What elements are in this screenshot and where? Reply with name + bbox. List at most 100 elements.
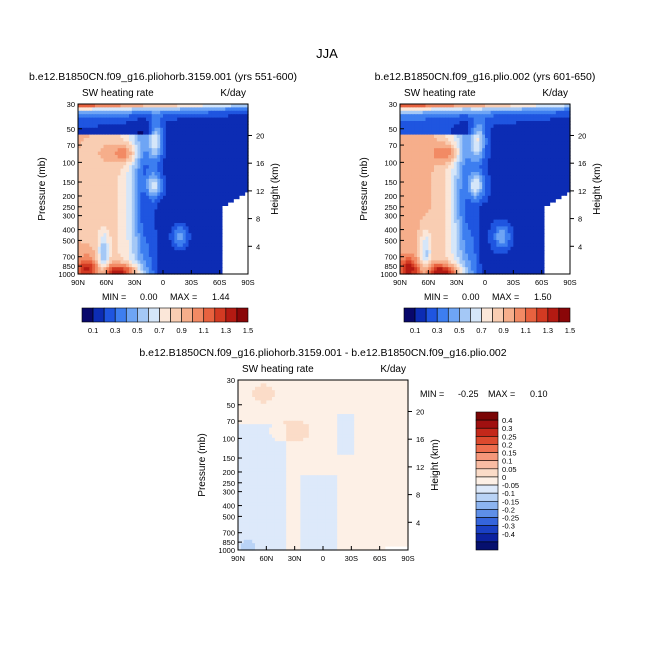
heatmap-cell bbox=[487, 124, 492, 129]
heatmap-cell bbox=[533, 121, 537, 125]
heatmap-cell bbox=[451, 202, 455, 207]
heatmap-cell bbox=[233, 158, 238, 163]
heatmap-cell bbox=[555, 178, 560, 183]
heatmap-cell bbox=[538, 155, 543, 159]
heatmap-cell bbox=[148, 206, 153, 210]
heatmap-cell bbox=[95, 148, 99, 153]
heatmap-cell bbox=[411, 168, 415, 173]
heatmap-cell bbox=[205, 209, 209, 214]
heatmap-cell bbox=[208, 246, 212, 251]
heatmap-cell bbox=[239, 144, 243, 149]
heatmap-cell bbox=[493, 107, 497, 112]
heatmap-cell bbox=[100, 229, 105, 234]
heatmap-cell bbox=[499, 127, 503, 132]
heatmap-cell bbox=[439, 172, 444, 176]
heatmap-cell bbox=[533, 206, 537, 210]
heatmap-cell bbox=[214, 250, 218, 255]
heatmap-cell bbox=[157, 263, 161, 268]
heatmap-cell bbox=[493, 209, 497, 214]
heatmap-cell bbox=[112, 127, 116, 132]
heatmap-cell bbox=[80, 104, 85, 108]
heatmap-cell bbox=[245, 144, 249, 149]
heatmap-cell bbox=[123, 260, 127, 265]
heatmap-cell bbox=[151, 223, 156, 227]
heatmap-cell bbox=[197, 195, 201, 200]
heatmap-cell bbox=[95, 223, 99, 227]
heatmap-cell bbox=[216, 223, 221, 227]
heatmap-cell bbox=[86, 260, 90, 265]
heatmap-cell bbox=[106, 212, 110, 217]
heatmap-cell bbox=[151, 260, 156, 265]
heatmap-cell bbox=[538, 144, 543, 149]
heatmap-cell bbox=[80, 192, 85, 197]
heatmap-cell bbox=[487, 117, 492, 122]
heatmap-cell bbox=[123, 172, 127, 176]
heatmap-cell bbox=[219, 134, 224, 139]
heatmap-cell bbox=[97, 138, 102, 142]
heatmap-cell bbox=[245, 151, 249, 156]
heatmap-cell bbox=[143, 165, 147, 170]
heatmap-cell bbox=[103, 216, 107, 221]
heatmap-cell bbox=[431, 107, 435, 112]
heatmap-cell bbox=[100, 175, 105, 180]
heatmap-cell bbox=[445, 185, 449, 190]
heatmap-cell bbox=[408, 104, 412, 108]
heatmap-cell bbox=[555, 144, 560, 149]
heatmap-cell bbox=[400, 168, 404, 173]
heatmap-cell bbox=[80, 250, 85, 255]
heatmap-cell bbox=[134, 250, 139, 255]
heatmap-cell bbox=[485, 172, 489, 176]
heatmap-cell bbox=[411, 182, 415, 187]
heatmap-cell bbox=[233, 114, 238, 119]
heatmap-cell bbox=[100, 182, 105, 187]
heatmap-cell bbox=[242, 127, 246, 132]
heatmap-cell bbox=[194, 172, 198, 176]
heatmap-cell bbox=[112, 253, 116, 258]
heatmap-cell bbox=[487, 202, 492, 207]
heatmap-cell bbox=[143, 161, 147, 166]
heatmap-cell bbox=[504, 114, 509, 119]
heatmap-cell bbox=[123, 229, 127, 234]
heatmap-cell bbox=[202, 124, 207, 129]
heatmap-cell bbox=[185, 185, 190, 190]
heatmap-cell bbox=[114, 175, 119, 180]
heatmap-cell bbox=[163, 195, 167, 200]
heatmap-cell bbox=[533, 107, 537, 112]
heatmap-cell bbox=[202, 257, 207, 261]
heatmap-cell bbox=[411, 141, 415, 146]
heatmap-cell bbox=[236, 209, 241, 214]
heatmap-cell bbox=[451, 117, 455, 122]
heatmap-cell bbox=[114, 178, 119, 183]
heatmap-cell bbox=[519, 185, 523, 190]
heatmap-cell bbox=[239, 226, 243, 231]
heatmap-cell bbox=[561, 161, 565, 166]
heatmap-cell bbox=[504, 155, 509, 159]
heatmap-cell bbox=[459, 178, 463, 183]
heatmap-cell bbox=[151, 161, 156, 166]
heatmap-cell bbox=[199, 195, 204, 200]
heatmap-cell bbox=[109, 134, 113, 139]
heatmap-cell bbox=[459, 131, 463, 136]
heatmap-cell bbox=[112, 199, 116, 204]
heatmap-cell bbox=[112, 182, 116, 187]
heatmap-cell bbox=[487, 182, 492, 187]
heatmap-cell bbox=[431, 158, 435, 163]
heatmap-cell bbox=[524, 144, 529, 149]
heatmap-cell bbox=[112, 121, 116, 125]
heatmap-cell bbox=[103, 206, 107, 210]
heatmap-cell bbox=[126, 148, 130, 153]
heatmap-cell bbox=[225, 114, 229, 119]
heatmap-cell bbox=[165, 110, 170, 115]
heatmap-cell bbox=[137, 199, 141, 204]
heatmap-cell bbox=[516, 107, 520, 112]
heatmap-cell bbox=[129, 165, 133, 170]
heatmap-cell bbox=[225, 229, 229, 234]
heatmap-cell bbox=[182, 226, 187, 231]
heatmap-cell bbox=[205, 141, 209, 146]
heatmap-cell bbox=[400, 209, 404, 214]
heatmap-cell bbox=[445, 148, 449, 153]
heatmap-cell bbox=[103, 124, 107, 129]
heatmap-cell bbox=[225, 131, 229, 136]
heatmap-cell bbox=[216, 216, 221, 221]
heatmap-cell bbox=[417, 199, 421, 204]
